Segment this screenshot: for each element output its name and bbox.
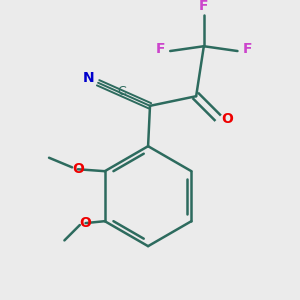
Text: O: O (80, 216, 92, 230)
Text: O: O (72, 162, 84, 176)
Text: F: F (156, 42, 165, 56)
Text: F: F (199, 0, 208, 13)
Text: N: N (83, 71, 94, 85)
Text: C: C (117, 85, 125, 98)
Text: O: O (221, 112, 233, 126)
Text: F: F (242, 42, 252, 56)
